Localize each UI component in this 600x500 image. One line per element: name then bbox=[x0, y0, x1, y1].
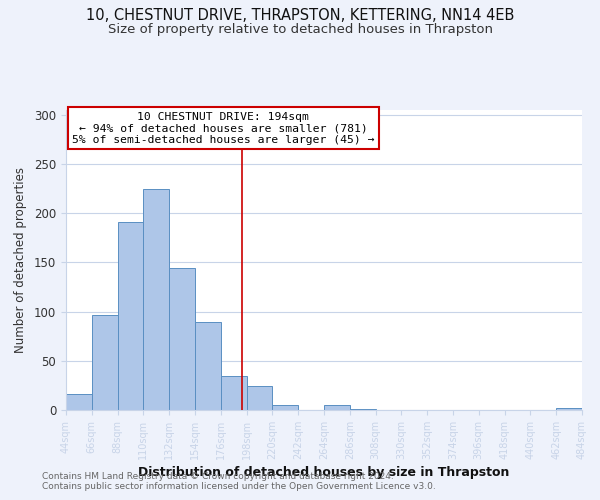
Bar bbox=[350, 409, 376, 410]
Bar bbox=[169, 268, 195, 410]
X-axis label: Distribution of detached houses by size in Thrapston: Distribution of detached houses by size … bbox=[139, 466, 509, 479]
Bar bbox=[324, 405, 350, 410]
Bar bbox=[556, 408, 582, 410]
Bar bbox=[92, 314, 118, 410]
Bar bbox=[143, 188, 169, 410]
Bar bbox=[195, 322, 221, 410]
Bar bbox=[221, 376, 247, 410]
Bar bbox=[66, 394, 92, 410]
Text: 10, CHESTNUT DRIVE, THRAPSTON, KETTERING, NN14 4EB: 10, CHESTNUT DRIVE, THRAPSTON, KETTERING… bbox=[86, 8, 514, 22]
Bar bbox=[118, 222, 143, 410]
Y-axis label: Number of detached properties: Number of detached properties bbox=[14, 167, 27, 353]
Text: Contains HM Land Registry data © Crown copyright and database right 2024.: Contains HM Land Registry data © Crown c… bbox=[42, 472, 394, 481]
Bar bbox=[247, 386, 272, 410]
Text: 10 CHESTNUT DRIVE: 194sqm
← 94% of detached houses are smaller (781)
5% of semi-: 10 CHESTNUT DRIVE: 194sqm ← 94% of detac… bbox=[72, 112, 374, 144]
Bar bbox=[272, 405, 298, 410]
Text: Size of property relative to detached houses in Thrapston: Size of property relative to detached ho… bbox=[107, 22, 493, 36]
Text: Contains public sector information licensed under the Open Government Licence v3: Contains public sector information licen… bbox=[42, 482, 436, 491]
